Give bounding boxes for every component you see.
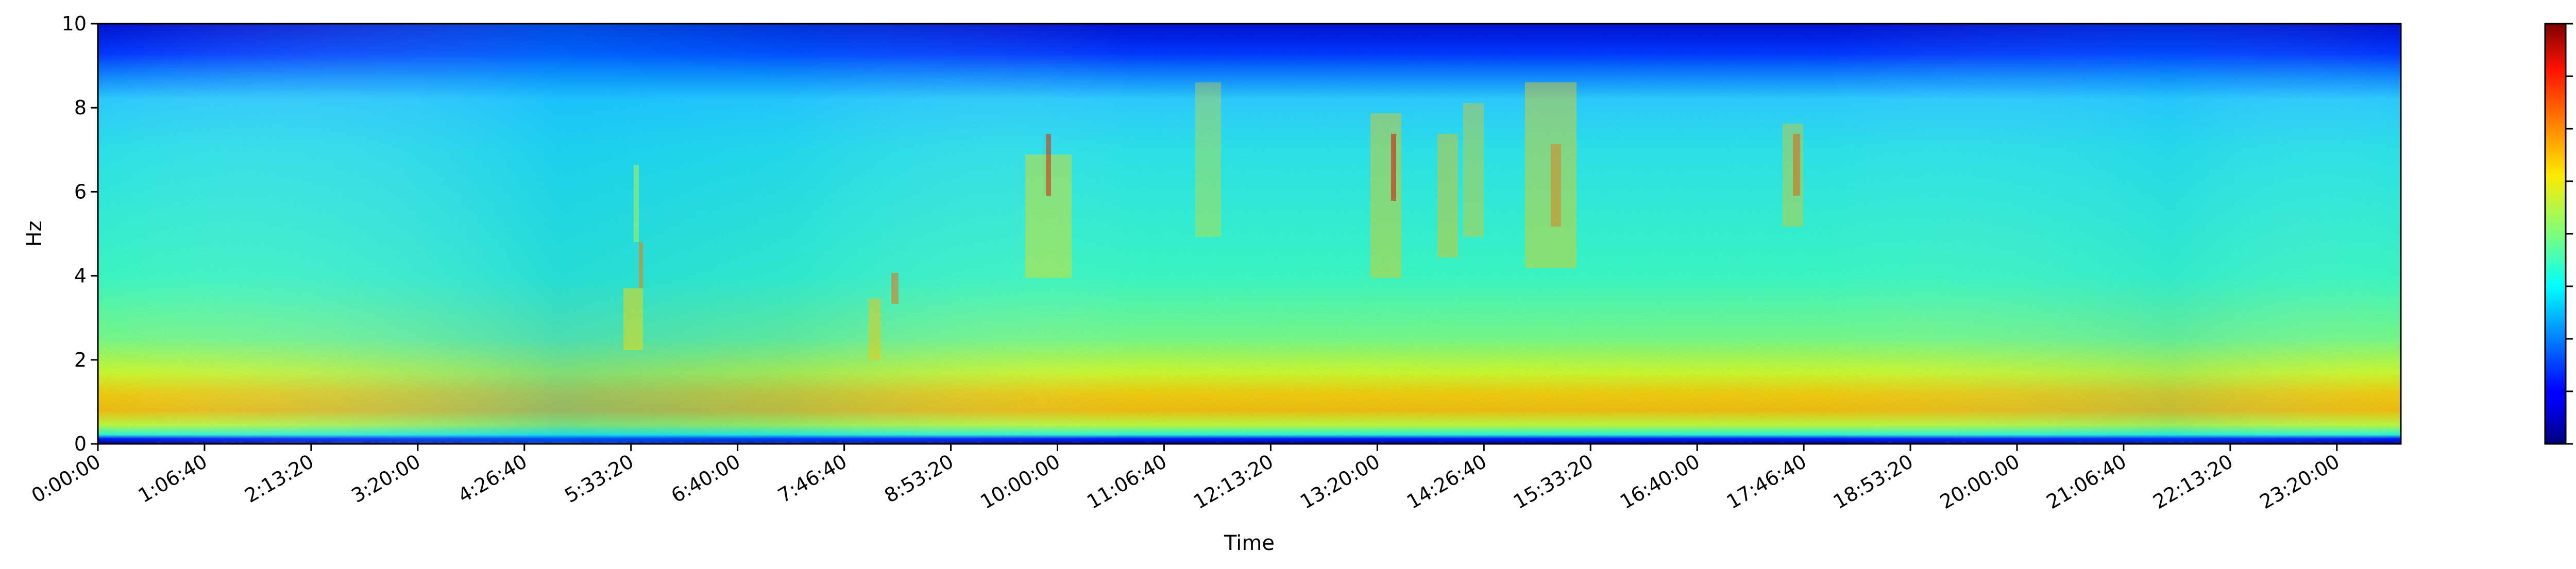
colorbar-ticks: +0 dB-10 dB-20 dB-30 dB-40 dB-50 dB-60 d…: [2566, 23, 2573, 445]
x-tick-label: 21:06:40: [2043, 450, 2130, 513]
y-tick-label: 10: [62, 12, 87, 35]
x-tick-label: 10:00:00: [976, 450, 1064, 513]
x-tick-label: 22:13:20: [2149, 450, 2237, 513]
plot-frame: [97, 23, 2402, 445]
x-tick-label: 7:46:40: [774, 450, 851, 507]
x-tick-label: 13:20:00: [1296, 450, 1384, 513]
x-axis-label: Time: [1224, 531, 1275, 555]
x-tick-label: 8:53:20: [880, 450, 957, 507]
colorbar-gradient: [2545, 24, 2566, 444]
y-tick-label: 4: [74, 265, 87, 287]
y-axis-label: Hz: [23, 220, 46, 247]
y-tick-label: 0: [74, 433, 87, 455]
x-tick-label: 16:40:00: [1616, 450, 1704, 513]
x-tick-label: 6:40:00: [667, 450, 744, 507]
x-tick-label: 11:06:40: [1083, 450, 1171, 513]
x-tick-label: 2:13:20: [241, 450, 318, 507]
y-tick-label: 8: [74, 96, 87, 119]
x-tick-label: 18:53:20: [1829, 450, 1917, 513]
x-tick-label: 20:00:00: [1936, 450, 2024, 513]
colorbar: +0 dB-10 dB-20 dB-30 dB-40 dB-50 dB-60 d…: [2544, 23, 2573, 445]
x-tick-label: 14:26:40: [1403, 450, 1490, 513]
x-tick-label: 23:20:00: [2256, 450, 2344, 513]
spectrogram-noise: [98, 24, 2401, 444]
x-tick-label: 0:00:00: [28, 450, 105, 507]
x-tick-label: 15:33:20: [1510, 450, 1597, 513]
y-axis: 0 2 4 6 8 10: [62, 12, 98, 455]
y-tick-label: 6: [74, 180, 87, 203]
spectrogram-plot: [97, 23, 2402, 445]
x-tick-label: 17:46:40: [1723, 450, 1810, 513]
x-tick-label: 5:33:20: [561, 450, 637, 507]
x-tick-label: 1:06:40: [134, 450, 211, 507]
x-tick-label: 3:20:00: [347, 450, 424, 507]
x-axis: 0:00:00 1:06:40 2:13:20 3:20:00 4:26:40 5:33:…: [28, 444, 2344, 513]
x-tick-label: 12:13:20: [1190, 450, 1277, 513]
x-tick-label: 4:26:40: [454, 450, 531, 507]
y-tick-label: 2: [74, 349, 87, 371]
